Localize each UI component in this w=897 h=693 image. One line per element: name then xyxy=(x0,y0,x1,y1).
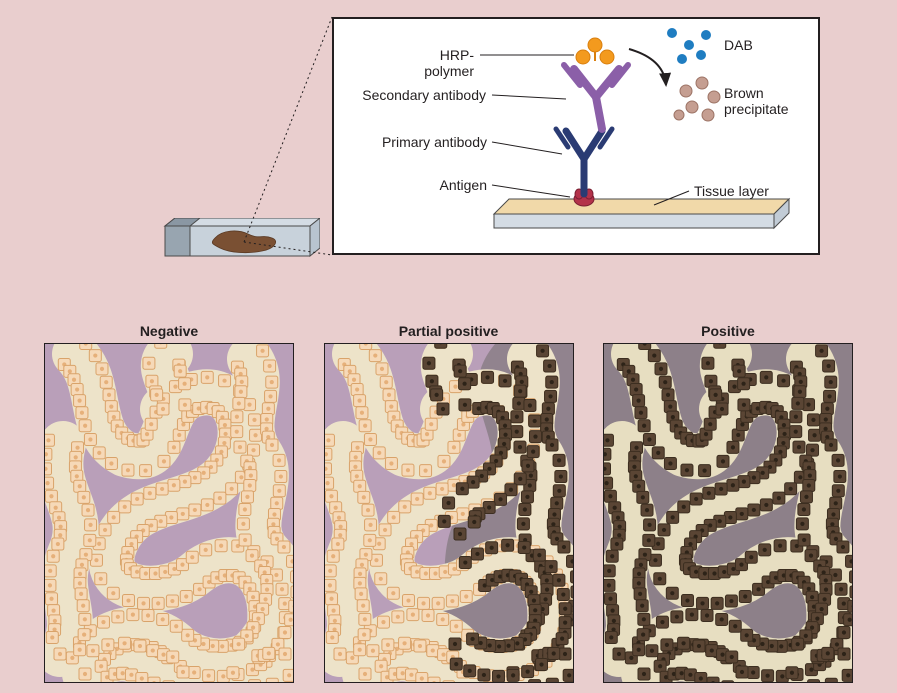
panel-partial-wrap: Partial positive xyxy=(324,323,574,683)
ihc-mechanism-callout: HRP-polymer Secondary antibody Primary a… xyxy=(332,17,820,255)
top-diagram-area: HRP-polymer Secondary antibody Primary a… xyxy=(0,0,897,300)
brown-precipitate-icon xyxy=(674,77,720,121)
panel-negative xyxy=(44,343,294,683)
ihc-mechanism-svg xyxy=(334,19,818,253)
panel-title-negative: Negative xyxy=(44,323,294,339)
dab-dots-icon xyxy=(667,28,711,64)
panel-positive-wrap: Positive xyxy=(603,323,853,683)
panel-title-positive: Positive xyxy=(603,323,853,339)
primary-antibody-icon xyxy=(556,129,612,194)
tissue-layer-icon xyxy=(494,199,789,228)
reaction-arrow xyxy=(629,49,666,85)
panel-partial xyxy=(324,343,574,683)
microscope-slide xyxy=(150,218,320,263)
staining-result-panels: Negative Partial positive Positive xyxy=(44,323,853,683)
panel-negative-wrap: Negative xyxy=(44,323,294,683)
hrp-polymer-icon xyxy=(576,38,614,64)
panel-positive xyxy=(603,343,853,683)
panel-title-partial: Partial positive xyxy=(324,323,574,339)
secondary-antibody-icon xyxy=(564,65,628,129)
